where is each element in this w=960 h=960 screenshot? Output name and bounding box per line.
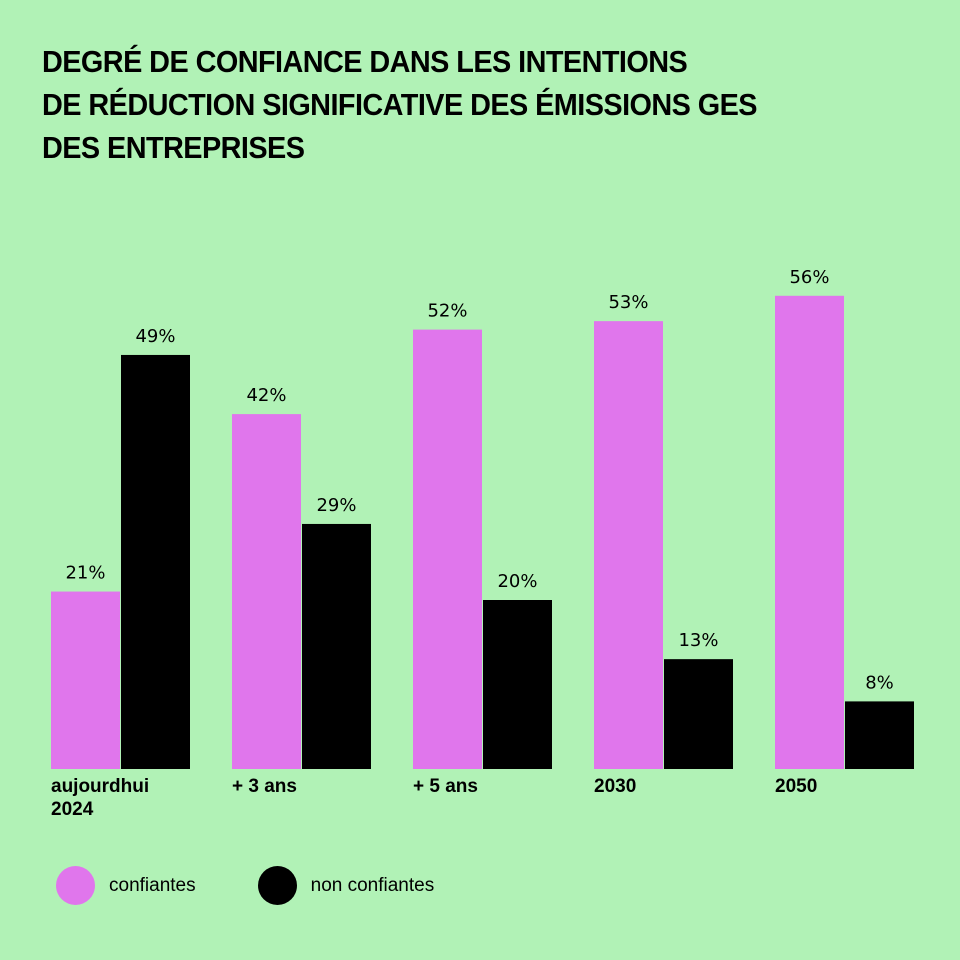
- legend-item-non-confiantes: non confiantes: [257, 866, 435, 905]
- chart-title-line-2: DE RÉDUCTION SIGNIFICATIVE DES ÉMISSIONS…: [42, 87, 758, 122]
- chart-title-line-3: DES ENTREPRISES: [42, 130, 305, 165]
- legend-label-non-confiantes: non confiantes: [310, 874, 435, 896]
- bar-confiantes-3: [594, 321, 663, 769]
- category-label-3: 2030: [594, 776, 637, 797]
- legend-swatch-confiantes: [56, 866, 95, 905]
- data-label-confiantes-1: 42%: [246, 385, 286, 406]
- bar-non-confiantes-4: [845, 701, 914, 769]
- bar-confiantes-0: [51, 591, 120, 769]
- legend-swatch-non-confiantes: [257, 866, 297, 905]
- data-label-confiantes-3: 53%: [608, 292, 648, 313]
- bar-confiantes-2: [413, 329, 482, 769]
- data-label-confiantes-0: 21%: [65, 563, 105, 584]
- bar-non-confiantes-1: [302, 523, 371, 769]
- legend: confiantes non confiantes: [56, 866, 496, 905]
- chart-title-line-1: DEGRÉ DE CONFIANCE DANS LES INTENTIONS: [42, 44, 688, 79]
- category-label-1: + 3 ans: [232, 776, 297, 797]
- legend-label-confiantes: confiantes: [109, 874, 196, 896]
- bar-non-confiantes-3: [664, 659, 733, 769]
- legend-item-confiantes: confiantes: [56, 866, 196, 905]
- category-label-4: 2050: [775, 776, 818, 797]
- chart-title: DEGRÉ DE CONFIANCE DANS LES INTENTIONS D…: [42, 40, 879, 169]
- bar-non-confiantes-2: [483, 600, 552, 769]
- data-label-confiantes-4: 56%: [789, 267, 829, 288]
- data-label-non-confiantes-2: 20%: [497, 571, 537, 592]
- category-label-2: + 5 ans: [413, 776, 478, 797]
- category-label-0: aujourdhui 2024: [51, 776, 150, 820]
- data-label-confiantes-2: 52%: [427, 301, 467, 322]
- data-label-non-confiantes-1: 29%: [316, 495, 356, 516]
- data-label-non-confiantes-4: 8%: [865, 672, 894, 693]
- bar-confiantes-1: [232, 414, 301, 769]
- bar-non-confiantes-0: [121, 354, 190, 769]
- data-label-non-confiantes-3: 13%: [678, 630, 718, 651]
- bar-confiantes-4: [775, 295, 844, 769]
- data-label-non-confiantes-0: 49%: [135, 326, 175, 347]
